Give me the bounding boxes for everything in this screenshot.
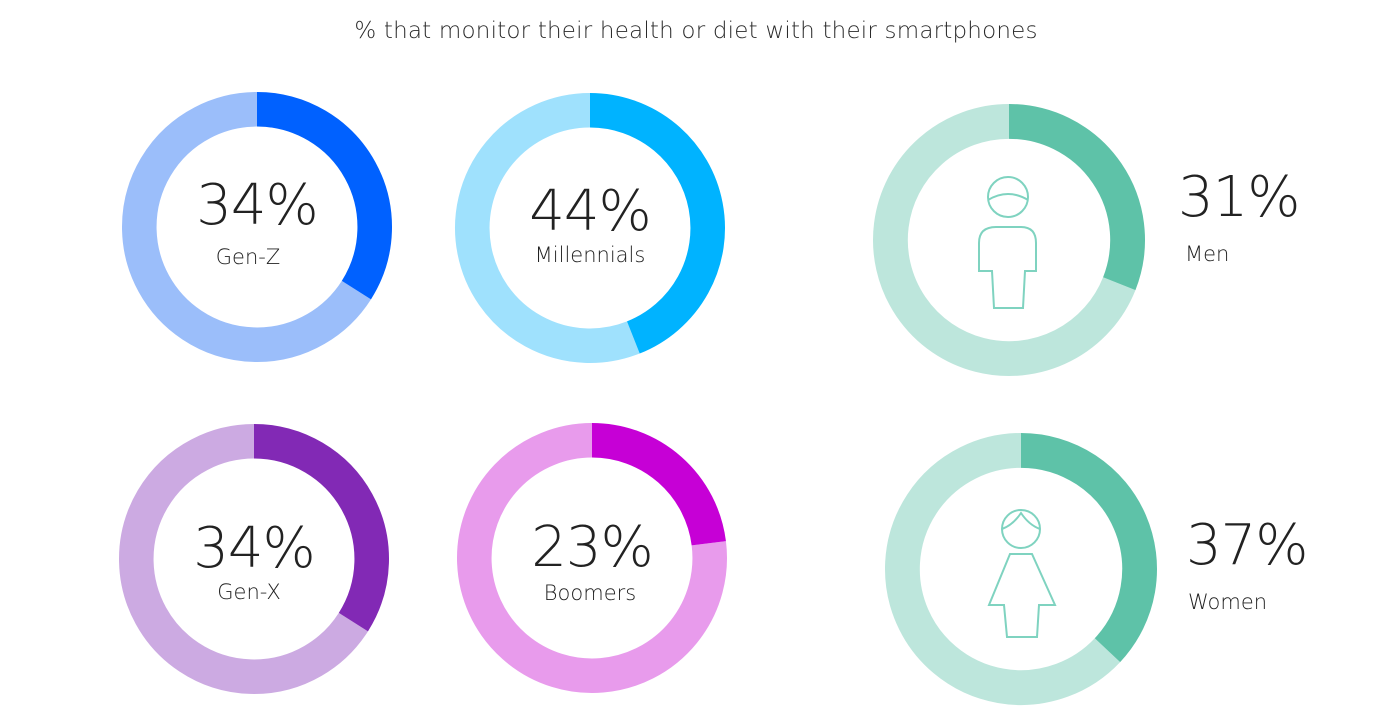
donut-gen-z-svg [122,92,392,362]
value-label: 23% [531,515,653,580]
donut-gen-x-svg [119,424,389,694]
category-label: Gen-Z [215,245,281,269]
donut-men-svg [873,104,1145,376]
donut-gen-z: 34% Gen-Z [122,92,392,362]
man-icon [978,176,1037,309]
donut-millennials-svg [455,93,725,363]
donut-gen-x: 34% Gen-X [119,424,389,694]
value-label: 44% [529,179,651,244]
donut-value-arc [1020,433,1157,663]
donut-remaining-arc [119,424,368,694]
donut-value-arc [256,92,392,300]
donut-millennials: 44% Millennials [455,93,725,363]
chart-title: % that monitor their health or diet with… [354,18,1038,44]
value-label-women: 37% [1186,513,1308,578]
donut-remaining-arc [457,423,727,693]
donut-men [873,104,1145,376]
category-label: Boomers [543,581,637,605]
donut-remaining-arc [885,433,1121,705]
donut-boomers-svg [457,423,727,693]
value-label-men: 31% [1178,165,1300,230]
category-label: Gen-X [217,580,281,604]
donut-remaining-arc [455,93,640,363]
donut-value-arc [1008,104,1145,291]
donut-remaining-arc [122,92,371,362]
donut-value-arc [253,424,389,632]
donut-value-arc [589,93,725,354]
value-label: 34% [196,173,318,238]
category-label-women: Women [1188,590,1268,614]
category-label: Millennials [534,243,646,267]
category-label-men: Men [1185,242,1230,266]
donut-women-svg [885,433,1157,705]
donut-women [885,433,1157,705]
donut-remaining-arc [873,104,1136,376]
donut-boomers: 23% Boomers [457,423,727,693]
value-label: 34% [193,516,315,581]
donut-value-arc [591,423,726,546]
woman-icon [987,509,1057,638]
